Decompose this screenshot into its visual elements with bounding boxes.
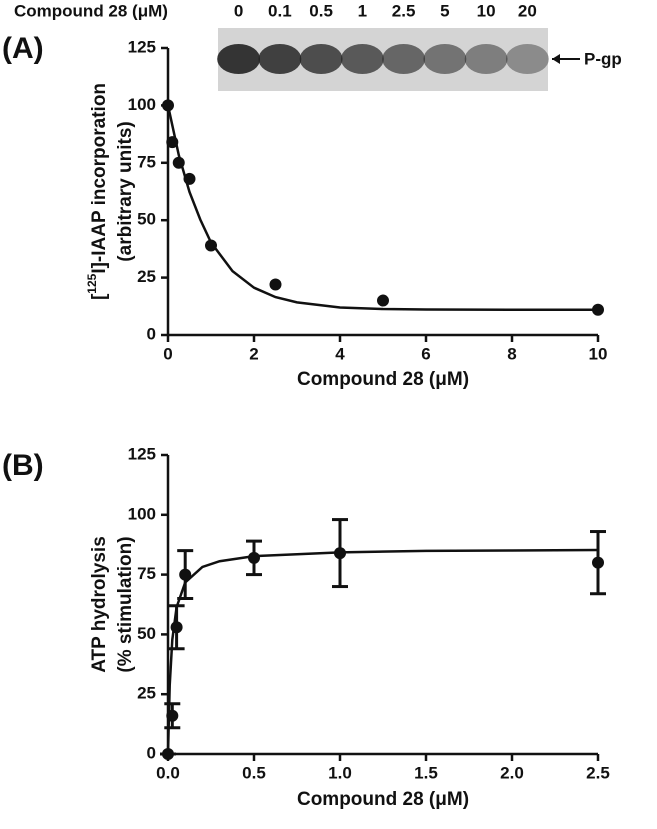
y-label-part: I]-IAAP incorporation <box>89 83 110 274</box>
x-axis-label: Compound 28 (μM) <box>297 789 469 810</box>
y-tick-label: 100 <box>128 95 156 114</box>
gel-lane-label: 5 <box>440 1 449 20</box>
data-point <box>592 556 604 569</box>
x-tick-label: 6 <box>421 344 430 363</box>
gel-band <box>382 44 426 74</box>
x-tick-label: 0 <box>163 344 172 363</box>
data-point <box>334 547 346 560</box>
y-tick-label: 75 <box>137 564 156 583</box>
x-tick-label: 2 <box>249 344 258 363</box>
y-tick-label: 0 <box>147 324 156 343</box>
gel-axis-label: Compound 28 (μM) <box>14 1 168 20</box>
data-point <box>248 551 260 564</box>
data-point <box>179 568 192 581</box>
data-point <box>166 136 179 149</box>
y-tick-label: 100 <box>128 504 156 523</box>
x-tick-label: 4 <box>335 344 345 363</box>
panel-label: (B) <box>2 449 44 482</box>
gel-lane-label: 0.1 <box>268 1 292 20</box>
x-axis-label: Compound 28 (μM) <box>297 369 469 390</box>
data-point <box>166 709 179 722</box>
gel-band <box>299 44 343 74</box>
gel-band <box>340 44 384 74</box>
data-point <box>592 303 604 316</box>
x-tick-label: 0.5 <box>242 763 266 782</box>
gel-lane-label: 2.5 <box>392 1 416 20</box>
y-label-superscript: 125 <box>85 273 99 293</box>
data-point <box>377 294 389 307</box>
y-tick-label: 125 <box>128 37 156 56</box>
data-point <box>205 239 217 252</box>
y-tick-label: 25 <box>137 267 156 286</box>
gel-lane-label: 0.5 <box>309 1 333 20</box>
gel-lane-label: 0 <box>234 1 243 20</box>
gel-band <box>217 44 261 74</box>
data-point <box>162 99 174 112</box>
x-tick-label: 8 <box>507 344 516 363</box>
gel-band <box>464 44 508 74</box>
y-label-part: [ <box>89 293 110 300</box>
gel-arrow-head <box>552 54 560 64</box>
y-axis-label: [125I]-IAAP incorporation <box>85 83 110 300</box>
data-point <box>162 748 174 760</box>
y-axis-label: ATP hydrolysis <box>89 536 110 673</box>
gel-band <box>258 44 302 74</box>
gel-band <box>505 44 549 74</box>
y-tick-label: 25 <box>137 684 156 703</box>
data-point <box>269 278 282 291</box>
panel-label: (A) <box>2 32 44 65</box>
y-tick-label: 75 <box>137 152 156 171</box>
y-axis-label: (% stimulation) <box>115 536 136 672</box>
y-tick-label: 0 <box>147 743 156 762</box>
x-tick-label: 2.5 <box>586 763 610 782</box>
x-tick-label: 0.0 <box>156 763 180 782</box>
x-tick-label: 1.0 <box>328 763 352 782</box>
gel-band <box>423 44 467 74</box>
data-point <box>170 621 183 634</box>
x-tick-label: 10 <box>589 344 608 363</box>
fit-curve <box>166 105 598 311</box>
gel-lane-label: 10 <box>477 1 496 20</box>
data-point <box>172 156 185 169</box>
x-tick-label: 2.0 <box>500 763 524 782</box>
y-tick-label: 125 <box>128 444 156 463</box>
gel-band-label: P-gp <box>584 49 622 68</box>
y-axis-label: (arbitrary units) <box>115 121 136 261</box>
gel-lane-label: 1 <box>358 1 367 20</box>
y-tick-label: 50 <box>137 210 156 229</box>
fit-curve <box>166 548 599 755</box>
y-tick-label: 50 <box>137 624 156 643</box>
x-tick-label: 1.5 <box>414 763 438 782</box>
data-point <box>183 172 196 185</box>
gel-lane-label: 20 <box>518 1 537 20</box>
